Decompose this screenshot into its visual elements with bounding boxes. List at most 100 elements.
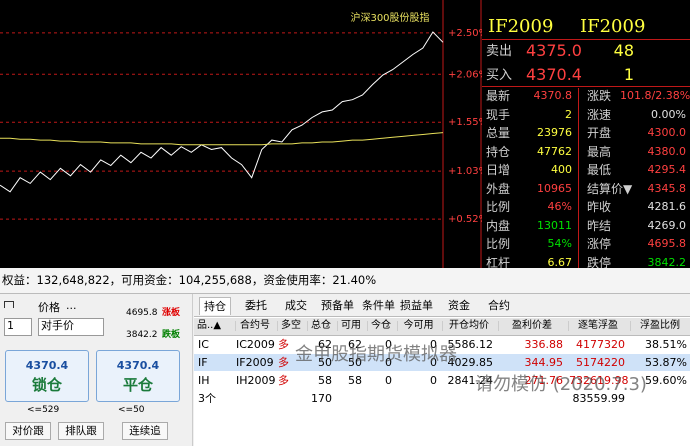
stat-label: 内盘 [486, 218, 511, 233]
stat-value: 54% [547, 237, 572, 250]
table-row[interactable] [194, 354, 690, 371]
y-tick-label: +1.03% [448, 166, 482, 177]
price-line [0, 31, 444, 193]
stat-label: 涨速 [587, 107, 612, 122]
divider [482, 39, 690, 40]
quote-area [0, 0, 690, 268]
button-limit: <=50 [118, 405, 145, 415]
total-cell: 83559.99 [572, 392, 626, 405]
table-cell: 62 [318, 338, 332, 351]
stat-value: 400 [551, 163, 572, 176]
limit-down-label: 跌板 [162, 330, 181, 340]
watermark: 请勿模仿 (2020.7.3) [475, 374, 647, 395]
table-cell: 58 [318, 374, 332, 387]
column-header[interactable]: 今仓 [367, 321, 394, 331]
table-cell: 0 [430, 356, 437, 369]
tab[interactable]: 委托 [245, 299, 267, 312]
contract: IF2009 [580, 16, 646, 37]
button-price: 4370.4 [116, 359, 160, 372]
column-header[interactable]: 合约号 [235, 321, 274, 331]
table-cell: 271.76 [524, 374, 564, 387]
tab[interactable]: 条件单 [362, 299, 395, 312]
table-cell: IF2009 [236, 356, 274, 369]
table-cell: 336.88 [524, 338, 564, 351]
price-type-select[interactable]: 对手价 [38, 318, 104, 336]
follow-button[interactable]: 排队跟 [58, 422, 104, 440]
column-header[interactable]: 总仓 [307, 321, 334, 331]
table-cell: IF [198, 356, 208, 369]
tab[interactable]: 预备单 [321, 299, 354, 312]
follow-button[interactable]: 连续追 [122, 422, 168, 440]
stat-label: 日增 [486, 163, 511, 177]
stat-label: 比例 [486, 200, 511, 214]
tab[interactable]: 资金 [448, 299, 470, 312]
stat-value: 4295.4 [647, 163, 687, 176]
order-button[interactable]: 4370.4 平仓 [96, 350, 180, 402]
column-header[interactable]: 开仓均价 [442, 321, 495, 331]
quantity-input[interactable]: 1 [4, 318, 32, 336]
stat-value: 4345.8 [647, 181, 687, 195]
y-tick-label: +2.50% [448, 28, 482, 39]
limit-down: 3842.2 [126, 330, 158, 340]
button-limit: <=529 [27, 405, 60, 415]
table-cell: 5586.12 [447, 338, 494, 351]
quote-price: 4370.4 [526, 65, 582, 84]
stat-value: 0.00% [651, 107, 686, 121]
column-header[interactable]: 可用 [337, 321, 364, 331]
stat-value: 101.8/2.38% [620, 89, 690, 102]
stat-value: 4300.0 [647, 126, 687, 139]
stat-label: 总量 [486, 126, 511, 140]
stat-value: 4380.0 [647, 144, 687, 158]
table-cell: IH2009 [236, 374, 276, 387]
table-cell: 4177320 [576, 338, 625, 351]
chart: 沪深300股份股指 +2.50% +2.06% +1.55% +1.03% +0.52% [0, 0, 482, 268]
table-cell: 多 [278, 374, 289, 387]
stat-label: 最低 [587, 163, 612, 177]
table-cell: 2841.24 [447, 374, 494, 387]
limit-up: 4695.8 [126, 308, 158, 318]
quote-volume: 48 [613, 41, 634, 60]
stat-label: 跌停 [587, 255, 612, 270]
stat-value: 13011 [537, 218, 572, 232]
quote-price: 4375.0 [526, 41, 582, 60]
column-header[interactable]: 今可用 [397, 321, 439, 331]
tab[interactable]: 持仓 [199, 297, 231, 315]
order-button[interactable]: 4370.4 锁仓 [5, 350, 89, 402]
divider [578, 88, 579, 268]
table-cell: 732619.98 [569, 374, 629, 387]
column-header[interactable]: 逐笔浮盈 [568, 321, 627, 331]
button-action: 锁仓 [31, 376, 62, 394]
stat-value: 6.67 [547, 255, 573, 269]
tab[interactable]: 损益单 [400, 299, 433, 312]
stat-value: 4370.8 [533, 89, 573, 102]
table-row[interactable] [194, 336, 690, 353]
y-tick-label: +1.55% [448, 117, 482, 128]
y-tick-label: +2.06% [448, 69, 482, 80]
stat-label: 涨跌 [587, 89, 612, 103]
more-button[interactable]: ... [66, 299, 77, 312]
stat-label: 昨收 [587, 200, 612, 214]
column-header[interactable]: 品..▲ [197, 320, 222, 331]
table-row[interactable] [194, 372, 690, 389]
table-cell: 53.87% [645, 356, 687, 369]
stat-value: 47762 [537, 144, 572, 158]
table-cell: IC [198, 338, 209, 351]
follow-button[interactable]: 对价跟 [5, 422, 51, 440]
table-cell: 58 [348, 374, 362, 387]
stat-label: 结算价▼ [587, 181, 633, 196]
table-cell: 0 [385, 374, 392, 387]
stat-label: 持仓 [486, 144, 511, 159]
column-header[interactable]: 盈利价差 [498, 321, 565, 331]
total-cell: 3个 [198, 392, 216, 405]
price-line [0, 132, 444, 146]
column-header[interactable]: 浮盈比例 [630, 321, 689, 331]
stat-label: 现手 [486, 107, 511, 122]
stat-label: 最新 [486, 89, 511, 103]
stat-value: 3842.2 [647, 255, 687, 269]
tab[interactable]: 合约 [488, 299, 510, 312]
table-cell: 5174220 [576, 356, 625, 369]
column-header[interactable]: 多空 [277, 321, 304, 331]
watermark: 金甲股指期货模拟器 [295, 344, 457, 365]
tab[interactable]: 成交 [285, 299, 307, 312]
